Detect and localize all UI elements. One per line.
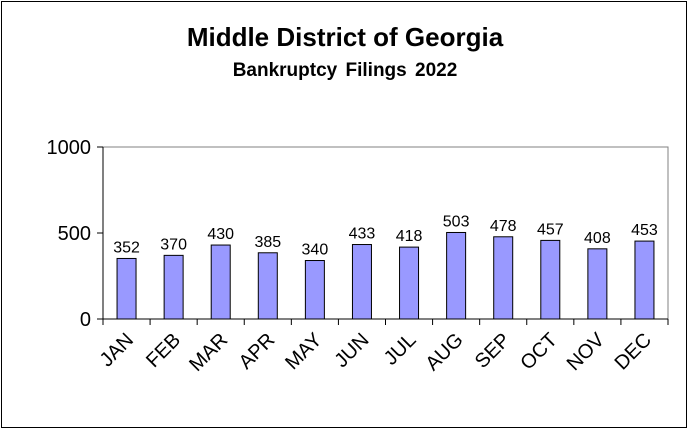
x-tick-label: NOV [563, 329, 610, 376]
x-tick-label: MAY [281, 329, 326, 374]
data-label: 408 [584, 230, 611, 247]
x-tick-label: OCT [516, 329, 561, 374]
bar-dec [634, 240, 655, 320]
x-tick-label: APR [235, 329, 280, 374]
bar-sep [493, 236, 514, 320]
bar-aug [446, 231, 467, 320]
data-label: 430 [207, 226, 234, 243]
x-tick-label: FEB [142, 329, 185, 372]
bar-jun [351, 244, 372, 320]
data-label: 457 [537, 221, 564, 238]
bar-oct [540, 239, 561, 320]
y-tick-label: 500 [58, 223, 91, 245]
data-label: 385 [254, 234, 281, 251]
y-tick-label: 1000 [47, 137, 92, 159]
x-tick-label: JUL [380, 329, 421, 370]
y-tick-label: 0 [80, 309, 91, 331]
data-label: 503 [443, 213, 470, 230]
x-tick-label: SEP [471, 329, 515, 373]
bar-feb [163, 254, 184, 320]
data-label: 453 [631, 222, 658, 239]
bar-jan [116, 257, 137, 320]
plot-area [102, 146, 669, 320]
bar-jul [399, 246, 420, 320]
x-tick-label: DEC [611, 329, 656, 374]
data-label: 370 [160, 236, 187, 253]
bar-mar [210, 244, 231, 320]
chart-title: Middle District of Georgia [186, 22, 504, 52]
chart-subtitle: Bankruptcy Filings 2022 [232, 60, 458, 81]
data-label: 340 [302, 242, 329, 259]
bar-may [304, 260, 325, 320]
data-label: 352 [113, 239, 140, 256]
x-tick-label: JUN [330, 329, 373, 372]
bar-apr [257, 252, 278, 320]
data-label: 478 [490, 218, 517, 235]
x-tick-label: MAR [185, 329, 232, 376]
x-tick-label: AUG [421, 329, 467, 375]
bar-nov [587, 248, 608, 320]
data-label: 418 [396, 228, 423, 245]
data-label: 433 [349, 226, 376, 243]
x-tick-label: JAN [96, 329, 138, 371]
